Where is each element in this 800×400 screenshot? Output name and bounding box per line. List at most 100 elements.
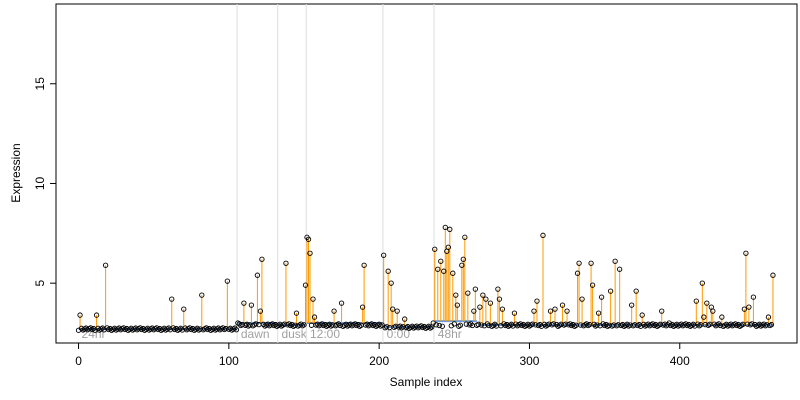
data-point-highlight	[612, 258, 618, 264]
data-point-highlight	[447, 226, 453, 232]
data-point	[768, 321, 775, 328]
x-axis-title: Sample index	[390, 375, 463, 389]
data-point-highlight	[495, 286, 501, 292]
data-point-highlight	[496, 296, 503, 302]
data-point-highlight	[743, 250, 749, 256]
data-point-highlight	[499, 306, 506, 312]
data-point-highlight	[483, 296, 489, 302]
deviation-segments	[79, 227, 774, 330]
data-point-highlight	[77, 312, 83, 318]
data-point-highlight	[338, 300, 345, 306]
data-point-highlight	[283, 260, 289, 266]
data-point-highlight	[639, 312, 645, 318]
data-point-highlight	[746, 304, 752, 310]
data-point-highlight	[540, 232, 546, 238]
data-point-highlight	[589, 282, 596, 288]
data-point-highlight	[741, 306, 748, 312]
data-point-highlight	[381, 252, 387, 258]
data-point-highlight	[765, 314, 772, 320]
data-point-highlight	[459, 262, 465, 268]
region-dividers: 24hr dawn dusk 12:00 0:00 48hr	[82, 4, 462, 343]
data-point	[301, 322, 307, 328]
data-point	[433, 322, 439, 328]
data-point-highlight	[450, 270, 456, 276]
data-point	[451, 321, 457, 327]
region-label: dusk	[281, 327, 307, 341]
data-point-highlight	[181, 306, 187, 312]
data-point	[384, 324, 390, 330]
region-label: 48hr	[438, 327, 462, 341]
region-label: 0:00	[387, 327, 411, 341]
data-point-highlight	[293, 310, 300, 316]
data-point-highlight	[169, 296, 175, 302]
data-point-highlight	[442, 224, 448, 230]
data-point-highlight	[102, 262, 109, 268]
data-point-highlight	[465, 290, 471, 296]
data-point-highlight	[453, 292, 459, 298]
data-point	[749, 321, 755, 327]
data-point-highlight	[534, 298, 540, 304]
axes: 0 100 200 300 400 5 10 15	[33, 77, 690, 368]
data-point	[379, 322, 385, 328]
data-point-highlight	[598, 294, 605, 300]
data-point-highlight	[710, 308, 716, 314]
data-point-highlight	[259, 256, 265, 262]
x-tick-label: 100	[219, 354, 239, 368]
data-point-highlight	[331, 308, 337, 314]
data-point	[233, 327, 240, 333]
data-point-highlight	[254, 272, 261, 278]
data-points	[75, 224, 776, 333]
data-point-highlight	[564, 308, 570, 314]
data-point-highlight	[547, 308, 554, 314]
x-tick-label: 300	[519, 354, 539, 368]
data-point-highlight	[307, 250, 313, 256]
x-tick-label: 400	[670, 354, 690, 368]
data-point-highlight	[257, 308, 264, 314]
data-point-highlight	[511, 310, 518, 316]
data-point-highlight	[693, 298, 699, 304]
data-point	[253, 321, 259, 327]
region-label: dawn	[241, 327, 270, 341]
x-tick-label: 200	[369, 354, 389, 368]
data-point-highlight	[310, 296, 316, 302]
y-tick-label: 10	[33, 176, 47, 190]
data-point-highlight	[388, 280, 394, 286]
data-point-highlight	[311, 314, 318, 320]
data-point-highlight	[441, 268, 447, 274]
data-point-highlight	[248, 302, 255, 308]
data-point-highlight	[701, 314, 707, 320]
plot-frame	[55, 3, 798, 344]
data-point-highlight	[93, 312, 100, 318]
data-point	[594, 322, 600, 328]
data-point-highlight	[199, 292, 205, 298]
data-point-highlight	[699, 280, 705, 286]
y-tick-label: 5	[33, 280, 47, 287]
data-point-highlight	[472, 286, 478, 292]
data-point-highlight	[432, 246, 438, 252]
data-point	[478, 322, 485, 328]
data-point-highlight	[471, 308, 477, 314]
data-point-highlight	[719, 314, 725, 320]
data-point-highlight	[552, 306, 558, 312]
data-point-highlight	[576, 260, 582, 266]
data-point-highlight	[361, 262, 367, 268]
data-point-highlight	[224, 278, 230, 284]
data-point-highlight	[462, 234, 468, 240]
region-label: 12:00	[310, 327, 340, 341]
data-point-highlight	[770, 272, 776, 278]
data-point-highlight	[531, 308, 537, 314]
data-point	[463, 321, 469, 327]
y-axis-title: Expression	[9, 143, 23, 202]
data-point-highlight	[616, 266, 623, 272]
data-point-highlight	[574, 270, 581, 276]
data-point	[457, 322, 463, 328]
data-point-highlight	[359, 304, 366, 310]
data-point-highlight	[390, 306, 396, 312]
data-point-highlight	[629, 302, 635, 308]
data-point-highlight	[559, 302, 566, 308]
data-point-highlight	[438, 258, 444, 264]
data-point-highlight	[435, 266, 441, 272]
data-point-highlight	[704, 300, 710, 306]
data-point-highlight	[633, 288, 639, 294]
